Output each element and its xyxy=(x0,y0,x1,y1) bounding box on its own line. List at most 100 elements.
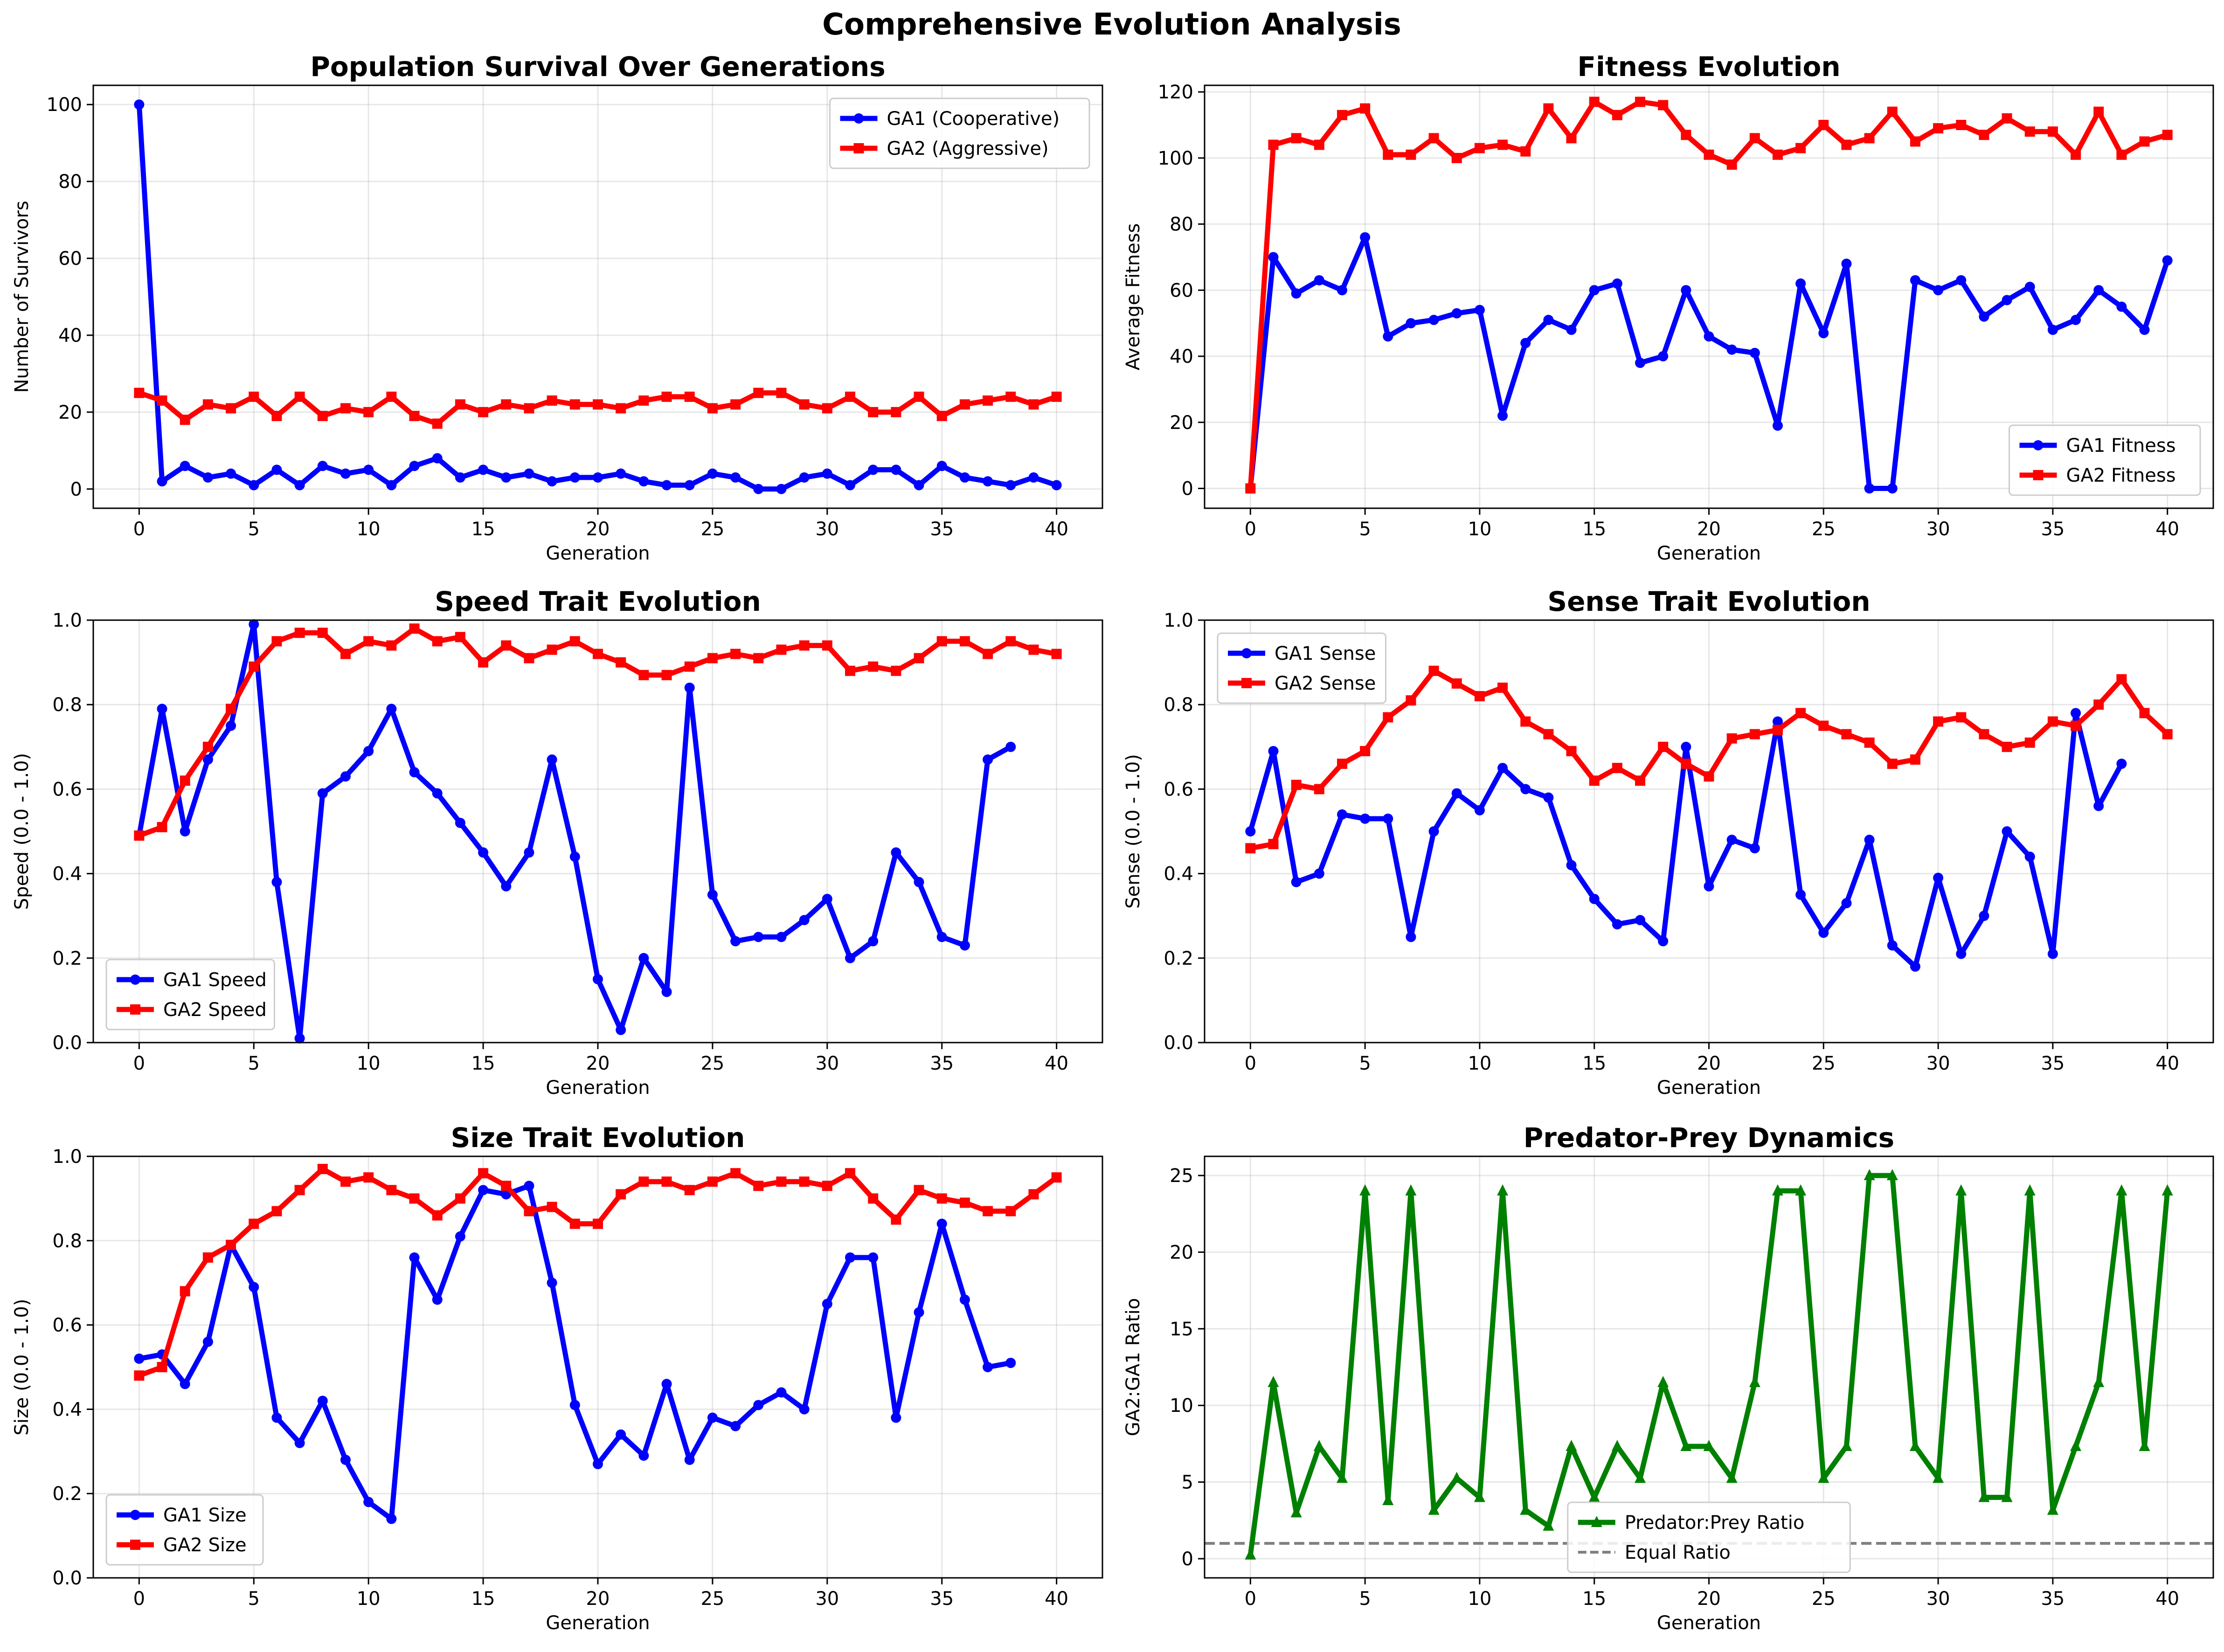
x-tick-label: 40 xyxy=(1045,518,1068,540)
data-point xyxy=(1406,695,1416,706)
data-point xyxy=(478,1168,489,1179)
data-point xyxy=(1704,149,1714,160)
data-point xyxy=(1520,338,1531,348)
legend-label: GA1 Size xyxy=(163,1505,247,1526)
data-point xyxy=(1497,763,1508,774)
data-point xyxy=(730,936,741,947)
data-point xyxy=(730,472,741,483)
data-point xyxy=(638,476,649,487)
data-point xyxy=(638,670,649,680)
data-point xyxy=(707,653,718,664)
data-point xyxy=(1313,1439,1325,1451)
data-point xyxy=(478,657,489,668)
x-tick-label: 15 xyxy=(471,1053,495,1074)
data-point xyxy=(363,636,374,647)
data-point xyxy=(730,649,741,659)
data-point xyxy=(2047,126,2058,137)
data-point xyxy=(1291,780,1302,790)
data-point xyxy=(638,395,649,406)
data-point xyxy=(249,619,259,630)
data-point xyxy=(409,623,420,634)
legend-label: GA1 Sense xyxy=(1275,643,1376,664)
data-point xyxy=(891,1214,901,1225)
data-point xyxy=(1268,746,1279,756)
y-tick-label: 0.8 xyxy=(52,1230,82,1252)
data-point xyxy=(1268,252,1279,263)
data-point xyxy=(1360,232,1371,242)
data-point xyxy=(1589,285,1600,296)
data-point xyxy=(569,399,580,410)
data-point xyxy=(776,1176,787,1187)
data-point xyxy=(684,391,695,402)
y-tick-label: 0 xyxy=(1182,1548,1193,1570)
data-point xyxy=(730,1421,741,1431)
legend-marker xyxy=(1241,648,1252,658)
data-point xyxy=(1772,1184,1783,1196)
x-tick-label: 35 xyxy=(2041,518,2065,540)
data-point xyxy=(455,472,465,483)
x-tick-label: 30 xyxy=(1926,1053,1950,1074)
data-point xyxy=(2162,729,2173,740)
data-point xyxy=(386,480,397,491)
x-tick-label: 25 xyxy=(1812,1588,1836,1610)
y-tick-label: 0.6 xyxy=(1164,779,1193,800)
y-tick-label: 0.8 xyxy=(52,694,82,716)
data-point xyxy=(684,480,695,491)
data-point xyxy=(2071,315,2081,325)
x-tick-label: 0 xyxy=(133,518,145,540)
data-point xyxy=(868,936,879,947)
data-point xyxy=(226,403,236,414)
data-point xyxy=(1497,139,1508,150)
data-point xyxy=(363,1172,374,1183)
data-point xyxy=(340,649,351,659)
data-point xyxy=(386,391,397,402)
y-tick-label: 0.4 xyxy=(52,864,82,885)
data-point xyxy=(2162,130,2173,140)
data-point xyxy=(340,403,351,414)
data-point xyxy=(1051,480,1062,491)
data-point xyxy=(2047,948,2058,959)
data-point xyxy=(1818,328,1829,339)
data-point xyxy=(1681,285,1691,296)
data-point xyxy=(1979,911,1989,921)
data-point xyxy=(1005,1206,1016,1217)
y-tick-label: 40 xyxy=(58,325,82,346)
y-tick-label: 15 xyxy=(1170,1319,1193,1340)
data-point xyxy=(1005,741,1016,752)
data-point xyxy=(753,1181,764,1191)
data-point xyxy=(271,636,282,647)
x-tick-label: 40 xyxy=(1045,1588,1068,1610)
data-point xyxy=(432,1294,443,1305)
data-point xyxy=(1589,893,1600,904)
x-tick-label: 30 xyxy=(815,1053,839,1074)
data-point xyxy=(1864,835,1875,845)
data-point xyxy=(593,1458,603,1469)
legend-box xyxy=(1567,1501,1851,1573)
x-tick-label: 15 xyxy=(471,518,495,540)
data-point xyxy=(2139,136,2150,147)
data-point xyxy=(2093,699,2104,710)
data-point xyxy=(1405,1184,1417,1196)
legend-label: GA2 Sense xyxy=(1275,673,1376,694)
data-point xyxy=(753,387,764,398)
data-point xyxy=(547,644,557,655)
subplot-1: 0 5 10 15 20 25 30 35 40 0 20 40 60 80 100 Population S… xyxy=(11,51,1103,564)
y-axis-label: Number of Survivors xyxy=(11,200,33,393)
legend-label: GA1 (Cooperative) xyxy=(887,108,1060,130)
data-point xyxy=(1956,712,1967,723)
x-tick-label: 25 xyxy=(700,518,724,540)
legend-label: GA1 Speed xyxy=(163,969,267,991)
y-tick-label: 0 xyxy=(70,479,82,500)
x-axis-label: Generation xyxy=(546,1612,650,1634)
data-point xyxy=(1658,741,1669,752)
data-point xyxy=(1933,872,1944,883)
data-point xyxy=(1588,1491,1600,1502)
x-tick-label: 10 xyxy=(357,518,381,540)
data-point xyxy=(363,407,374,417)
data-point xyxy=(157,704,167,714)
data-point xyxy=(1726,835,1737,845)
data-point xyxy=(386,704,397,714)
y-tick-label: 1.0 xyxy=(52,610,82,631)
data-point xyxy=(363,1497,374,1507)
data-point xyxy=(363,746,374,756)
